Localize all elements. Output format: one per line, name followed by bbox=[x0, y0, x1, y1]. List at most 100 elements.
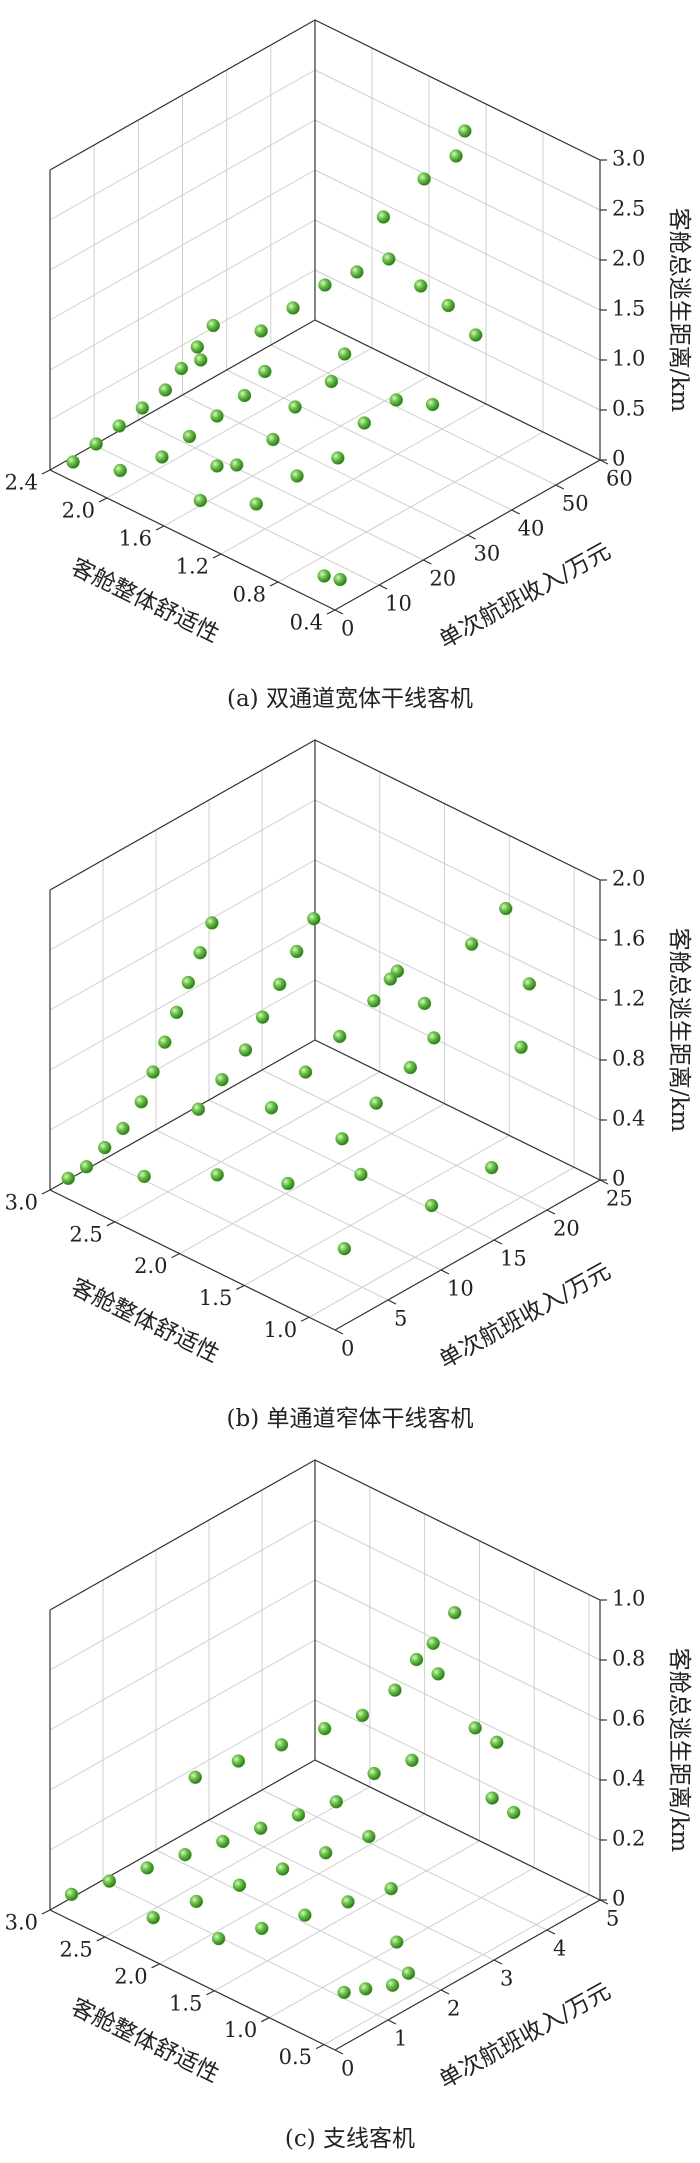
data-point bbox=[354, 1167, 368, 1182]
y-tick-label: 1.5 bbox=[169, 1991, 202, 2015]
grid-line bbox=[138, 419, 424, 561]
y-tick-label: 2.5 bbox=[69, 1222, 102, 1246]
data-point bbox=[337, 1985, 351, 2000]
x-tick-label: 10 bbox=[385, 592, 412, 616]
y-tick-label: 0.5 bbox=[279, 2045, 312, 2069]
x-tick-label: 1 bbox=[394, 2027, 407, 2051]
grid-line bbox=[114, 1071, 381, 1223]
data-point bbox=[210, 459, 224, 473]
data-point bbox=[169, 1005, 184, 1020]
data-point bbox=[206, 318, 220, 333]
x-tick-label: 5 bbox=[606, 1907, 619, 1931]
data-point bbox=[414, 279, 428, 293]
data-point bbox=[357, 416, 372, 430]
x-tick-label: 15 bbox=[500, 1247, 527, 1271]
grid-line bbox=[323, 1894, 590, 2046]
z-tick-label: 2.5 bbox=[612, 197, 645, 221]
grid-line bbox=[49, 859, 316, 1011]
caption: (c) 支线客机 bbox=[285, 2126, 415, 2152]
data-point bbox=[426, 1636, 440, 1651]
tick bbox=[387, 2019, 397, 2025]
panel: 2.42.01.61.20.80.4 010203040506000.51.01.… bbox=[5, 19, 692, 712]
data-point bbox=[427, 1031, 441, 1045]
data-point bbox=[384, 1881, 398, 1896]
data-point bbox=[249, 497, 264, 511]
data-point bbox=[211, 1931, 226, 1946]
z-tick-label: 2.0 bbox=[612, 247, 645, 271]
tick bbox=[41, 1909, 51, 1915]
y-tick-label: 1.0 bbox=[264, 1318, 297, 1342]
grid-line bbox=[314, 219, 601, 361]
x-axis-title: 单次航班收入/万元 bbox=[435, 538, 615, 654]
z-tick-label: 1.0 bbox=[612, 1587, 645, 1611]
data-point bbox=[385, 1978, 400, 1992]
z-axis-title: 客舱总逃生距离/km bbox=[666, 1648, 692, 1853]
data-point bbox=[205, 916, 219, 930]
data-point bbox=[291, 1808, 306, 1822]
tick bbox=[41, 1189, 51, 1195]
z-tick-label: 1.0 bbox=[612, 347, 645, 371]
data-point bbox=[317, 569, 331, 583]
data-point bbox=[318, 278, 332, 292]
z-tick-label: 2.0 bbox=[612, 867, 645, 891]
tick bbox=[315, 2044, 325, 2050]
x-tick-label: 30 bbox=[474, 542, 501, 566]
data-point bbox=[417, 996, 432, 1011]
tick bbox=[599, 459, 609, 465]
z-tick-label: 0.4 bbox=[612, 1767, 645, 1791]
data-point bbox=[158, 1035, 172, 1049]
data-point bbox=[112, 419, 126, 433]
tick bbox=[440, 1989, 450, 1995]
grid-line bbox=[220, 403, 487, 555]
x-tick-label: 20 bbox=[553, 1217, 580, 1241]
data-point bbox=[255, 1921, 269, 1936]
data-point bbox=[401, 1966, 416, 1980]
z-tick-label: 0.8 bbox=[612, 1647, 645, 1671]
data-point bbox=[190, 340, 205, 354]
tick bbox=[98, 497, 108, 503]
grid-line bbox=[179, 1103, 445, 1255]
data-point bbox=[174, 361, 189, 376]
grid-line bbox=[314, 169, 601, 311]
data-point bbox=[522, 977, 537, 991]
z-tick-label: 0.6 bbox=[612, 1707, 645, 1731]
data-point bbox=[409, 1652, 424, 1667]
x-tick-label: 0 bbox=[341, 2057, 354, 2081]
data-point bbox=[290, 944, 304, 959]
data-point bbox=[514, 1040, 528, 1054]
tick bbox=[546, 1209, 556, 1215]
y-tick-label: 3.0 bbox=[5, 1191, 38, 1215]
data-point bbox=[417, 172, 431, 186]
x-tick-label: 60 bbox=[606, 467, 633, 491]
data-point bbox=[266, 432, 280, 447]
z-tick-label: 0.4 bbox=[612, 1107, 645, 1131]
grid-line bbox=[270, 344, 557, 486]
data-point bbox=[468, 1721, 482, 1735]
grid-line bbox=[155, 1129, 442, 1271]
data-point bbox=[188, 1770, 202, 1785]
x-tick-label: 5 bbox=[394, 1307, 407, 1331]
grid-line bbox=[49, 69, 316, 221]
grid-line bbox=[261, 1789, 548, 1931]
data-point bbox=[189, 1894, 204, 1909]
x-tick-label: 3 bbox=[500, 1967, 513, 1991]
x-tick-label: 20 bbox=[429, 567, 456, 591]
y-tick-label: 1.6 bbox=[119, 527, 152, 551]
data-point bbox=[113, 463, 127, 478]
x-tick-label: 50 bbox=[562, 492, 589, 516]
data-point bbox=[135, 401, 150, 415]
data-point bbox=[490, 1735, 504, 1750]
data-point bbox=[181, 975, 196, 990]
y-tick-label: 2.5 bbox=[59, 1937, 92, 1961]
z-tick-label: 0.2 bbox=[612, 1827, 645, 1851]
data-point bbox=[499, 901, 513, 916]
data-point bbox=[376, 210, 391, 224]
tick bbox=[269, 581, 279, 587]
data-point bbox=[329, 1795, 344, 1809]
z-axis-title: 客舱总逃生距离/km bbox=[666, 208, 692, 413]
panel: 3.02.52.01.51.00.5 01234500.20.40.60.81.0… bbox=[5, 1459, 692, 2152]
grid-line bbox=[314, 1639, 601, 1781]
z-tick-label: 0 bbox=[612, 447, 625, 471]
data-point bbox=[383, 972, 398, 986]
z-tick-label: 0 bbox=[612, 1887, 625, 1911]
